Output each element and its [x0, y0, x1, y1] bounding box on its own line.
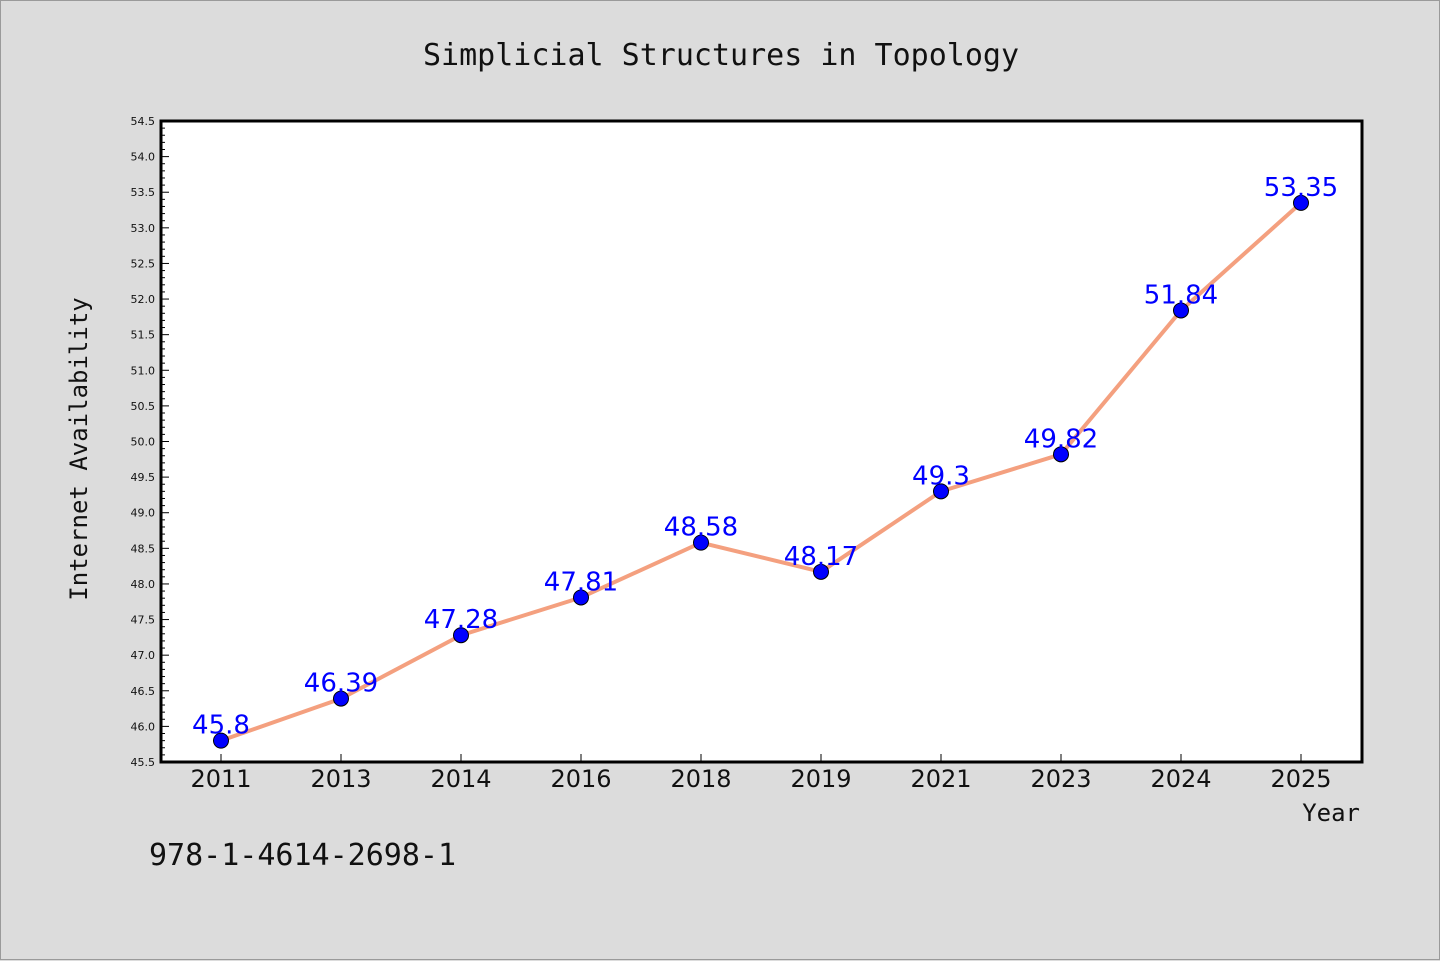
y-tick-label: 49.0	[131, 507, 156, 520]
data-label: 45.8	[192, 711, 250, 741]
y-axis: 45.5 46.0 46.5 47.0 47.5 48.0 48.5 49.0 49.5 50.0…	[131, 115, 169, 769]
y-tick-label: 47.0	[131, 649, 156, 662]
data-point	[333, 690, 349, 707]
x-tick-label: 2018	[670, 765, 731, 793]
data-point	[933, 483, 949, 500]
y-tick-label: 46.0	[131, 720, 156, 733]
x-tick-label: 2013	[310, 765, 371, 793]
y-tick-label: 52.0	[131, 293, 156, 306]
data-point	[1173, 302, 1189, 319]
y-tick-label: 50.5	[131, 400, 156, 413]
series-layer: 45.8 46.39 47.28 47.81 48.58 48.17 49.3 49.82 51…	[192, 173, 1338, 749]
data-point	[813, 563, 829, 580]
data-point	[1293, 194, 1309, 211]
y-tick-label: 48.0	[131, 578, 156, 591]
data-point	[213, 732, 229, 749]
y-tick-label: 45.5	[131, 756, 156, 769]
x-tick-label: 2019	[790, 765, 851, 793]
y-axis-label: Internet Availability	[65, 297, 93, 600]
chart-title: Simplicial Structures in Topology	[423, 38, 1019, 73]
data-label: 47.81	[544, 567, 618, 597]
y-tick-label: 50.0	[131, 436, 156, 449]
x-tick-label: 2023	[1030, 765, 1091, 793]
data-label: 53.35	[1264, 173, 1338, 203]
y-tick-label: 46.5	[131, 685, 156, 698]
x-axis-label: Year	[1302, 799, 1360, 827]
data-label: 51.84	[1144, 280, 1218, 310]
data-point	[693, 534, 709, 551]
x-axis: 2011 2013 2014 2016 2018 2019 2021 2023 2024 2025	[190, 754, 1332, 793]
data-point	[1053, 446, 1069, 463]
x-tick-label: 2014	[430, 765, 491, 793]
data-label: 47.28	[424, 605, 498, 635]
x-tick-label: 2025	[1270, 765, 1331, 793]
y-tick-label: 54.5	[131, 115, 156, 128]
x-tick-label: 2024	[1150, 765, 1211, 793]
data-point	[573, 589, 589, 606]
x-tick-label: 2016	[550, 765, 611, 793]
y-tick-label: 51.5	[131, 329, 156, 342]
series-line	[220, 201, 1303, 743]
y-tick-label: 51.0	[131, 364, 156, 377]
data-label: 49.82	[1024, 424, 1098, 454]
y-tick-label: 53.0	[131, 222, 156, 235]
y-tick-label: 47.5	[131, 614, 156, 627]
x-tick-label: 2021	[910, 765, 971, 793]
plot-area	[159, 119, 1364, 764]
y-tick-label: 48.5	[131, 542, 156, 555]
y-tick-label: 52.5	[131, 257, 156, 270]
y-tick-label: 53.5	[131, 186, 156, 199]
data-label: 49.3	[912, 461, 970, 491]
data-label: 48.58	[664, 513, 738, 543]
data-label: 46.39	[304, 669, 378, 699]
y-tick-label: 54.0	[131, 151, 156, 164]
x-tick-label: 2011	[190, 765, 251, 793]
data-label: 48.17	[784, 542, 858, 572]
y-tick-label: 49.5	[131, 471, 156, 484]
data-point	[453, 627, 469, 644]
isbn-text: 978-1-4614-2698-1	[149, 838, 456, 873]
